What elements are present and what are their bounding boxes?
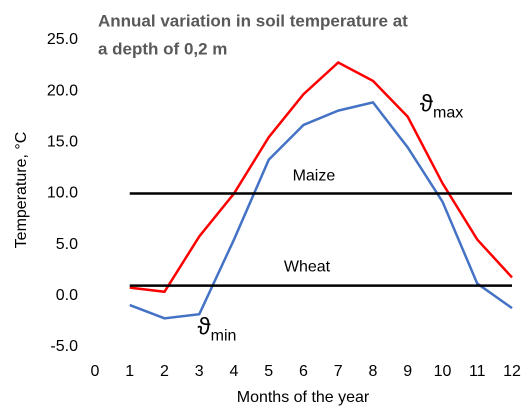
y-tick-label: 10.0 [47, 185, 78, 202]
y-tick-label: 20.0 [47, 82, 78, 99]
x-tick-label: 9 [403, 363, 412, 380]
annotation: ϑmin [198, 314, 237, 345]
y-tick-label: 5.0 [56, 236, 78, 253]
x-tick-label: 6 [299, 363, 308, 380]
series-line [129, 101, 513, 320]
x-tick-label: 12 [503, 363, 521, 380]
x-tick-label: 0 [91, 363, 100, 380]
annotation-symbol: ϑ [420, 91, 433, 118]
x-tick-label: 7 [334, 363, 343, 380]
y-axis-label: Temperature, °C [13, 132, 30, 249]
chart-title: a depth of 0,2 m [98, 39, 227, 58]
annotation-subscript: max [433, 105, 463, 122]
x-tick-label: 5 [264, 363, 273, 380]
x-tick-label: 8 [369, 363, 378, 380]
x-tick-label: 3 [195, 363, 204, 380]
x-axis-label: Months of the year [237, 389, 370, 406]
y-tick-label: 15.0 [47, 134, 78, 151]
x-tick-label: 4 [230, 363, 239, 380]
x-tick-label: 2 [160, 363, 169, 380]
y-tick-label: 0.0 [56, 287, 78, 304]
series-label: Maize [293, 167, 336, 184]
annotation: ϑmax [420, 91, 463, 122]
chart-title: Annual variation in soil temperature at [98, 11, 408, 30]
y-tick-label: 25.0 [47, 31, 78, 48]
annotation-subscript: min [211, 328, 237, 345]
x-tick-label: 10 [434, 363, 452, 380]
x-tick-label: 1 [125, 363, 134, 380]
annotation-symbol: ϑ [198, 314, 211, 341]
y-tick-label: -5.0 [50, 338, 78, 355]
series-label: Wheat [284, 258, 331, 275]
x-tick-label: 11 [469, 363, 486, 380]
